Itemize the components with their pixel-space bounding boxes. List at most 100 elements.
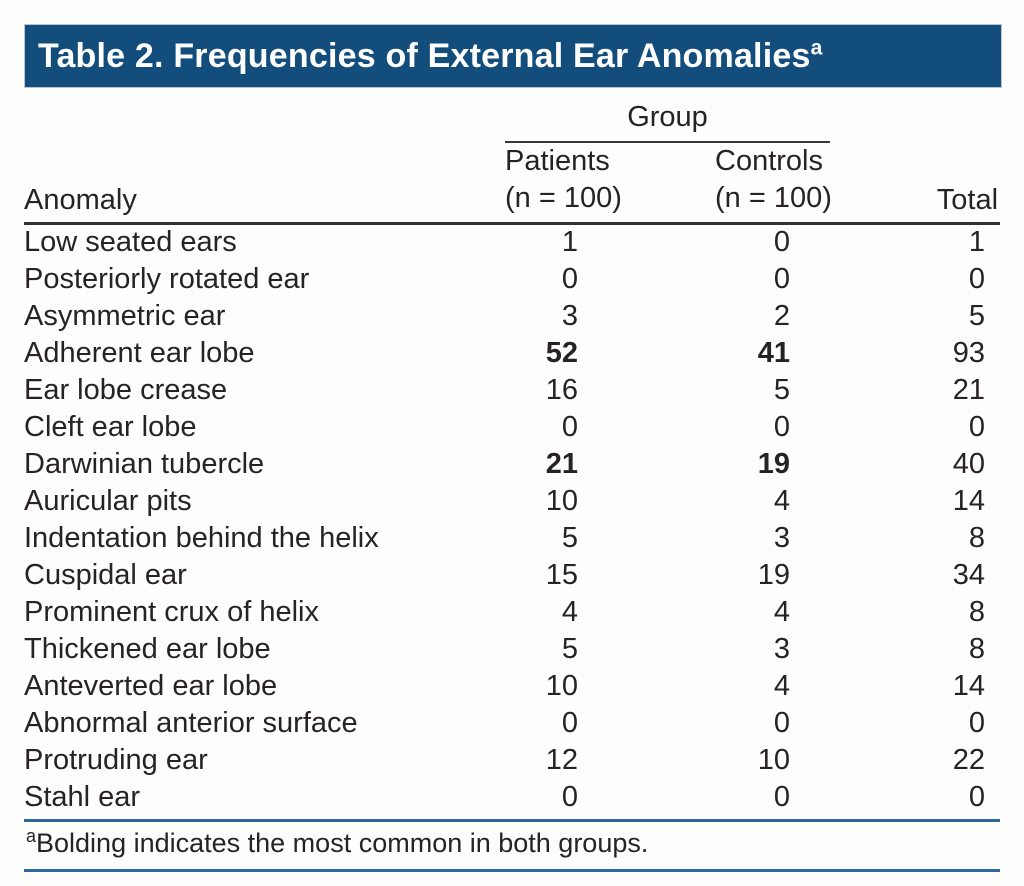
patients-value-cell: 0 xyxy=(561,410,578,443)
table-row: Prominent crux of helix 4 4 8 xyxy=(24,594,1000,631)
controls-value-cell: 0 xyxy=(773,226,791,259)
total-value-cell: 14 xyxy=(952,484,986,517)
controls-value-cell: 3 xyxy=(773,521,791,554)
patients-value-cell: 10 xyxy=(545,669,578,702)
table-row: Asymmetric ear 3 2 5 xyxy=(24,298,1000,335)
patients-value-cell: 5 xyxy=(561,521,578,554)
anomaly-cell: Adherent ear lobe xyxy=(24,336,255,369)
controls-value-cell: 19 xyxy=(757,558,791,591)
spacer-cell xyxy=(635,705,715,742)
table-row: Auricular pits 10 4 14 xyxy=(24,483,1000,520)
total-value-cell: 8 xyxy=(968,521,986,554)
total-value-cell: 0 xyxy=(968,410,986,443)
spacer-cell xyxy=(635,446,715,483)
table-row: Adherent ear lobe 52 41 93 xyxy=(24,335,1000,372)
total-value-cell: 0 xyxy=(968,706,986,739)
anomaly-cell: Low seated ears xyxy=(24,226,237,259)
table-row: Ear lobe crease 16 5 21 xyxy=(24,372,1000,409)
controls-value-cell: 2 xyxy=(773,299,791,332)
table-row: Stahl ear 0 0 0 xyxy=(24,779,1000,816)
total-value-cell: 8 xyxy=(968,595,986,628)
frequencies-table: Group Anomaly Patients (n = 100) Control… xyxy=(24,90,1001,816)
table-row: Anteverted ear lobe 10 4 14 xyxy=(24,668,1000,705)
controls-label: Controls xyxy=(715,145,823,177)
table-footnote: aBolding indicates the most common in bo… xyxy=(24,819,1000,872)
spacer-cell xyxy=(635,224,715,261)
anomaly-cell: Anteverted ear lobe xyxy=(24,669,278,702)
total-value-cell: 40 xyxy=(952,447,986,480)
controls-value-cell: 0 xyxy=(773,706,791,739)
anomaly-cell: Cleft ear lobe xyxy=(24,410,197,443)
column-header-anomaly: Anomaly xyxy=(24,184,137,216)
spacer-cell xyxy=(635,557,715,594)
anomaly-cell: Indentation behind the helix xyxy=(24,521,379,554)
spacer-cell xyxy=(635,298,715,335)
total-value-cell: 22 xyxy=(952,743,986,776)
patients-value-cell: 5 xyxy=(561,632,578,665)
anomaly-cell: Abnormal anterior surface xyxy=(24,706,358,739)
table-row: Darwinian tubercle 21 19 40 xyxy=(24,446,1000,483)
controls-value-cell: 0 xyxy=(773,410,791,443)
spacer-cell xyxy=(635,779,715,816)
controls-value-cell: 10 xyxy=(757,743,791,776)
controls-value-cell: 0 xyxy=(773,262,791,295)
table-row: Low seated ears 1 0 1 xyxy=(24,224,1000,261)
patients-value-cell: 10 xyxy=(545,484,578,517)
table-row: Posteriorly rotated ear 0 0 0 xyxy=(24,261,1000,298)
footnote-text: Bolding indicates the most common in bot… xyxy=(36,828,649,858)
total-value-cell: 21 xyxy=(952,373,986,406)
spacer-cell xyxy=(635,335,715,372)
table-title: Table 2. Frequencies of External Ear Ano… xyxy=(38,36,823,75)
patients-value-cell: 3 xyxy=(561,299,578,332)
anomaly-cell: Thickened ear lobe xyxy=(24,632,271,665)
spacer-cell xyxy=(635,372,715,409)
anomaly-cell: Asymmetric ear xyxy=(24,299,226,332)
spacer-cell xyxy=(635,409,715,446)
patients-value-cell: 0 xyxy=(561,262,578,295)
controls-value-cell: 5 xyxy=(773,373,791,406)
spacer-cell xyxy=(24,90,505,142)
anomaly-cell: Posteriorly rotated ear xyxy=(24,262,310,295)
table-row: Cuspidal ear 15 19 34 xyxy=(24,557,1000,594)
group-header: Group xyxy=(505,90,831,143)
footnote-marker: a xyxy=(26,826,37,846)
patients-value-cell: 15 xyxy=(545,558,578,591)
patients-n-label: (n = 100) xyxy=(505,182,622,214)
table-title-bar: Table 2. Frequencies of External Ear Ano… xyxy=(24,24,1002,88)
spacer-cell xyxy=(635,261,715,298)
spacer-cell xyxy=(635,520,715,557)
total-value-cell: 34 xyxy=(952,558,986,591)
spacer-cell xyxy=(635,483,715,520)
table-row: Protruding ear 12 10 22 xyxy=(24,742,1000,779)
patients-value-cell: 1 xyxy=(561,226,578,259)
table-row: Cleft ear lobe 0 0 0 xyxy=(24,409,1000,446)
total-value-cell: 14 xyxy=(952,669,986,702)
group-header-row: Group xyxy=(24,90,1000,143)
patients-value-cell: 0 xyxy=(561,706,578,739)
patients-value-cell: 21 xyxy=(545,447,578,480)
column-header-patients: Patients (n = 100) xyxy=(505,142,635,224)
spacer-cell xyxy=(635,668,715,705)
total-value-cell: 93 xyxy=(952,336,986,369)
table-row: Indentation behind the helix 5 3 8 xyxy=(24,520,1000,557)
table-row: Abnormal anterior surface 0 0 0 xyxy=(24,705,1000,742)
column-header-row: Anomaly Patients (n = 100) Controls (n =… xyxy=(24,142,1000,224)
patients-value-cell: 12 xyxy=(545,743,578,776)
table-header: Group Anomaly Patients (n = 100) Control… xyxy=(24,90,1000,224)
spacer-cell xyxy=(635,742,715,779)
total-value-cell: 8 xyxy=(968,632,986,665)
controls-value-cell: 4 xyxy=(773,595,791,628)
total-value-cell: 5 xyxy=(968,299,986,332)
total-value-cell: 1 xyxy=(968,226,986,259)
column-header-controls: Controls (n = 100) xyxy=(715,142,832,224)
controls-value-cell: 4 xyxy=(773,484,791,517)
controls-value-cell: 0 xyxy=(773,780,791,813)
title-footnote-marker: a xyxy=(810,36,823,60)
controls-n-label: (n = 100) xyxy=(715,182,832,214)
controls-value-cell: 3 xyxy=(773,632,791,665)
patients-value-cell: 52 xyxy=(545,336,578,369)
patients-value-cell: 0 xyxy=(561,780,578,813)
controls-value-cell: 4 xyxy=(773,669,791,702)
patients-value-cell: 4 xyxy=(561,595,578,628)
